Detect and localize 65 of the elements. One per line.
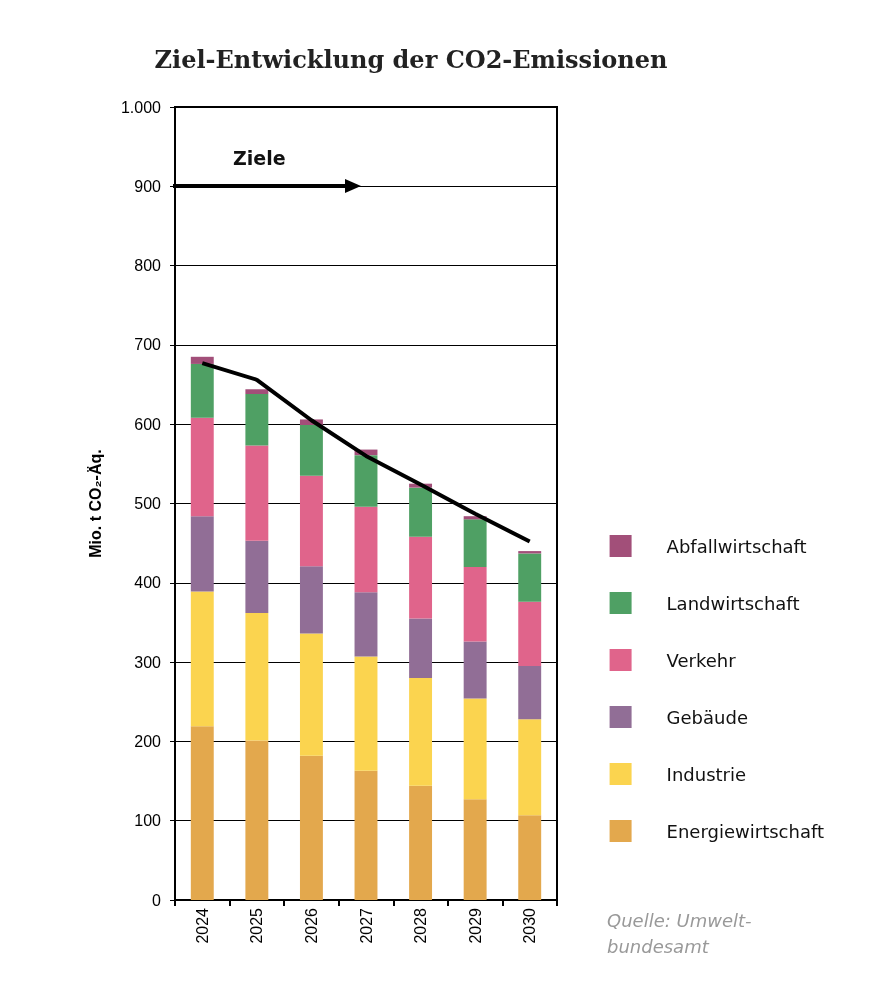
chart-title: Ziel-Entwicklung der CO2-Emissionen xyxy=(154,44,668,74)
annotation: Ziele xyxy=(233,147,286,169)
bar xyxy=(299,475,323,567)
x-tick-label: 2027 xyxy=(357,907,375,944)
y-tick-label: 600 xyxy=(134,415,162,433)
bar xyxy=(354,455,378,507)
legend-label: Gebäude xyxy=(666,706,748,728)
bar xyxy=(245,612,269,741)
x-tick-label: 2029 xyxy=(466,907,484,944)
legend-label: Landwirtschaft xyxy=(666,592,800,614)
bar xyxy=(354,770,378,900)
bar xyxy=(518,815,542,900)
bar xyxy=(463,698,487,800)
y-tick-label: 0 xyxy=(152,891,162,909)
y-tick-label: 700 xyxy=(134,336,162,354)
bar xyxy=(463,799,487,900)
legend-label: Energiewirtschaft xyxy=(666,820,825,842)
bar xyxy=(245,394,269,446)
bar xyxy=(190,363,214,418)
x-tick-label: 2024 xyxy=(193,907,211,944)
bar xyxy=(409,618,433,678)
bar xyxy=(463,566,487,642)
bar xyxy=(245,389,269,395)
legend-label: Abfallwirtschaft xyxy=(666,535,807,557)
y-tick-label: 400 xyxy=(134,574,162,592)
bar xyxy=(409,785,433,900)
x-tick-label: 2026 xyxy=(302,907,320,944)
bar xyxy=(190,356,214,364)
bar xyxy=(463,641,487,699)
bar xyxy=(463,519,487,567)
bar xyxy=(299,424,323,476)
bar xyxy=(299,755,323,900)
y-tick-label: 100 xyxy=(134,812,162,830)
bar xyxy=(299,566,323,634)
bar xyxy=(518,553,542,602)
y-tick-label: 1.000 xyxy=(120,98,162,116)
y-tick-label: 900 xyxy=(134,177,162,195)
bar xyxy=(299,633,323,756)
x-tick-label: 2025 xyxy=(248,907,266,944)
bar xyxy=(518,719,542,816)
bar xyxy=(245,740,269,900)
legend-label: Industrie xyxy=(666,763,747,785)
legend-label: Verkehr xyxy=(666,649,737,671)
bar xyxy=(518,601,542,667)
bar xyxy=(409,536,433,619)
y-axis-title: Mio. t CO₂-Äq. xyxy=(86,449,104,558)
x-tick-label: 2030 xyxy=(521,907,539,944)
bar xyxy=(354,656,378,771)
bar xyxy=(245,540,269,613)
bar xyxy=(409,487,433,537)
x-tick-label: 2028 xyxy=(412,907,430,944)
y-tick-label: 200 xyxy=(134,732,162,750)
y-tick-label: 300 xyxy=(134,653,162,671)
y-tick-label: 800 xyxy=(134,257,162,275)
bar xyxy=(190,516,214,592)
bar xyxy=(190,417,214,517)
bar xyxy=(245,445,269,541)
bar xyxy=(518,666,542,720)
bar xyxy=(409,677,433,786)
source-note: Quelle: Umwelt- bundesamt xyxy=(607,909,752,959)
bar xyxy=(354,506,378,593)
bar xyxy=(354,592,378,657)
bar xyxy=(190,726,214,900)
y-tick-label: 500 xyxy=(134,495,162,512)
bar xyxy=(190,591,214,727)
